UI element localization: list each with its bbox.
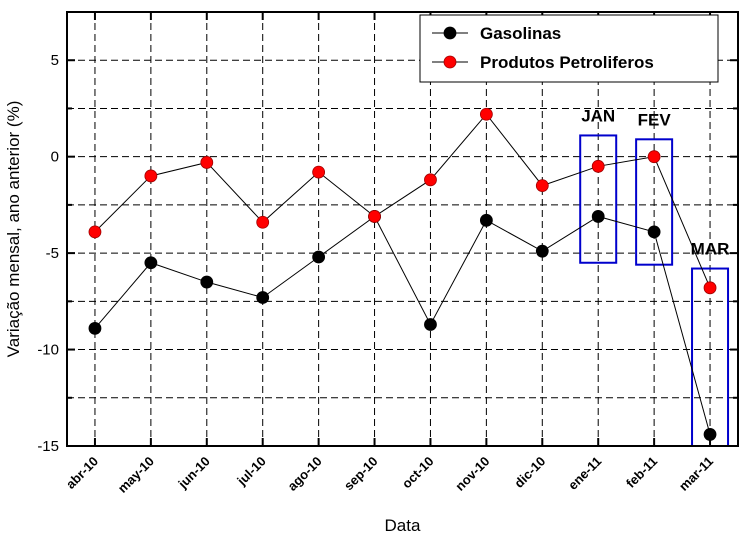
data-point — [144, 169, 158, 183]
data-point — [256, 215, 270, 229]
annotation-box — [579, 134, 618, 264]
series-0 — [88, 210, 717, 441]
data-point — [591, 159, 605, 173]
x-tick-label: oct-10 — [399, 454, 437, 492]
data-point — [424, 318, 437, 331]
legend-marker — [443, 26, 457, 40]
data-point — [479, 213, 493, 227]
x-tick-label: jul-10 — [233, 454, 268, 489]
y-axis-title: Variação mensal, ano anterior (%) — [4, 101, 23, 358]
x-tick-label: abr-10 — [63, 454, 101, 492]
axes: -15 -10 -5 0 5 abr-10 may-10 jun-10 jul-10 ago-10… — [37, 11, 738, 496]
annotation-label: FEV — [638, 110, 672, 129]
x-tick-label: ago-10 — [285, 454, 325, 494]
grid-lines — [67, 12, 738, 446]
data-point — [703, 281, 717, 295]
data-point — [88, 321, 102, 335]
data-point — [647, 150, 661, 164]
annotation-box — [635, 138, 674, 266]
legend-box — [419, 14, 719, 83]
legend-label: Produtos Petroliferos — [480, 53, 654, 72]
series-lines — [88, 107, 717, 441]
legend-label: Gasolinas — [480, 24, 561, 43]
data-point — [144, 256, 158, 270]
data-point — [535, 244, 549, 258]
data-point — [591, 210, 605, 223]
annotation-label: JAN — [581, 106, 615, 125]
x-tick-label: sep-10 — [341, 454, 381, 494]
series-1 — [88, 107, 717, 295]
x-axis-title: Data — [385, 516, 421, 535]
x-tick-label: may-10 — [115, 454, 157, 496]
y-tick-label: 0 — [51, 149, 59, 166]
data-point — [647, 225, 661, 239]
x-tick-label: dic-10 — [511, 454, 548, 491]
data-point — [368, 210, 381, 223]
data-point — [424, 173, 437, 187]
data-point — [535, 179, 549, 193]
series-line — [94, 113, 711, 289]
legend: Gasolinas Produtos Petroliferos — [419, 14, 719, 83]
y-tick-label: -10 — [37, 342, 59, 359]
x-tick-label: jun-10 — [175, 454, 213, 492]
data-point — [256, 291, 270, 304]
x-tick-label: mar-11 — [676, 454, 716, 494]
x-tick-label: nov-10 — [452, 454, 492, 494]
y-tick-label: 5 — [51, 52, 59, 69]
x-tick-label: ene-11 — [565, 454, 604, 493]
data-point — [200, 156, 214, 169]
y-tick-label: -5 — [46, 245, 59, 262]
x-tick-label: feb-11 — [623, 454, 660, 491]
series-line — [94, 215, 711, 435]
annotation-label: MAR — [691, 240, 730, 259]
data-point — [479, 107, 493, 121]
data-point — [200, 275, 214, 289]
data-point — [312, 165, 326, 179]
plot-area-frame — [66, 11, 739, 447]
y-tick-label: -15 — [37, 438, 59, 455]
data-point — [88, 225, 102, 239]
data-point — [312, 250, 326, 264]
legend-marker — [443, 55, 457, 69]
